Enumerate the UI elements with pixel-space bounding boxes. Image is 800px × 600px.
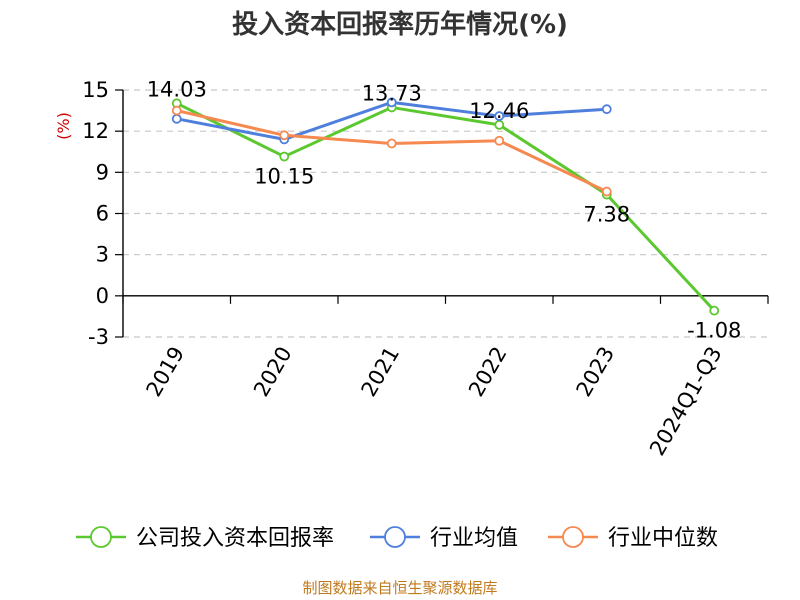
y-tick-label: 15 xyxy=(82,78,109,102)
x-tick-label: 2022 xyxy=(464,343,512,401)
series-line xyxy=(176,101,716,312)
data-point xyxy=(171,105,182,116)
data-label: -1.08 xyxy=(687,319,741,343)
data-point xyxy=(709,305,720,316)
data-point xyxy=(494,111,505,121)
x-tick-label: 2021 xyxy=(357,343,405,401)
legend-label: 公司投入资本回报率 xyxy=(136,526,334,551)
data-point xyxy=(279,151,290,162)
y-tick-label: 0 xyxy=(96,284,109,308)
y-axis-label: (%) xyxy=(54,112,73,140)
data-point xyxy=(279,130,290,141)
x-tick-label: 2024Q1-Q3 xyxy=(645,343,727,460)
y-tick-label: 12 xyxy=(82,119,109,143)
y-tick-label: 9 xyxy=(96,160,109,184)
legend-item: 行业中位数 xyxy=(548,526,718,551)
data-point xyxy=(494,135,505,146)
chart-title: 投入资本回报率历年情况(%) xyxy=(232,10,568,40)
legend-item: 行业均值 xyxy=(370,526,518,551)
legend-marker xyxy=(562,526,584,548)
data-labels: 14.03 10.15 13.73 12.46 7.38 -1.08 xyxy=(147,77,742,342)
data-label: 14.03 xyxy=(147,77,207,101)
x-tick-label: 2019 xyxy=(142,343,190,401)
data-label: 12.46 xyxy=(469,99,529,123)
data-point xyxy=(386,97,397,108)
legend-marker xyxy=(90,526,112,548)
legend: 公司投入资本回报率 行业均值 行业中位数 xyxy=(76,526,718,551)
data-label: 7.38 xyxy=(583,203,630,227)
data-label: 10.15 xyxy=(254,165,314,189)
axes: -3 0 3 6 9 12 15 2019 2020 2021 2022 2023 2024Q1-Q3 xyxy=(82,78,769,460)
legend-marker xyxy=(384,526,406,548)
data-point xyxy=(386,138,397,149)
y-tick-label: 6 xyxy=(96,202,109,226)
legend-item: 公司投入资本回报率 xyxy=(76,526,334,551)
source-note: 制图数据来自恒生聚源数据库 xyxy=(302,579,498,597)
data-label: 13.73 xyxy=(362,81,422,105)
y-tick-label: 3 xyxy=(96,243,109,267)
x-tick-label: 2023 xyxy=(572,343,620,401)
legend-label: 行业均值 xyxy=(430,526,518,551)
series-lines xyxy=(171,97,720,316)
data-point xyxy=(601,104,612,115)
y-tick-label: -3 xyxy=(88,325,109,349)
data-point xyxy=(171,113,182,124)
legend-label: 行业中位数 xyxy=(608,526,718,551)
x-tick-label: 2020 xyxy=(249,343,297,401)
data-point xyxy=(601,186,612,197)
